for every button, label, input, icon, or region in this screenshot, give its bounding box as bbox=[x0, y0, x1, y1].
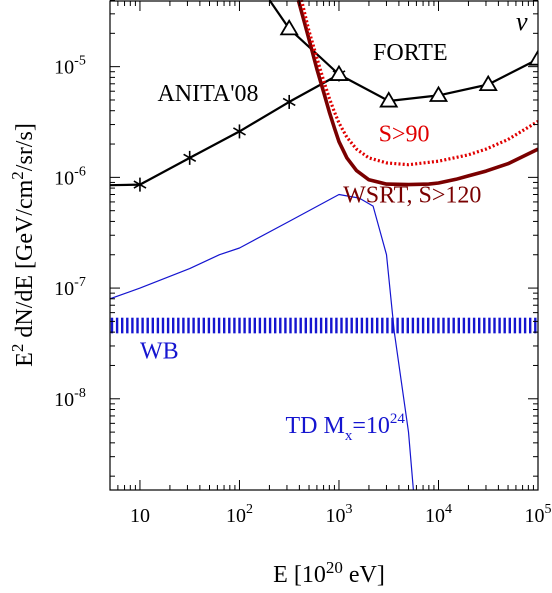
forte-label: FORTE bbox=[373, 40, 448, 66]
y-axis-label: E2 dN/dE [GeV/cm2/sr/s] bbox=[8, 123, 39, 367]
x-tick-label: 102 bbox=[226, 502, 253, 527]
wsrt-s-120-label: WSRT, S>120 bbox=[343, 183, 481, 209]
anita-08-point bbox=[233, 124, 246, 139]
series-layer bbox=[110, 0, 538, 490]
x-tick-label: 10 bbox=[130, 505, 150, 527]
y-tick-label: 10-5 bbox=[54, 54, 86, 79]
y-tick-label: 10-6 bbox=[54, 164, 86, 189]
forte-point bbox=[428, 85, 449, 102]
td-m-x-10-24-label: TD Mx=1024 bbox=[285, 411, 405, 444]
x-tick-label: 103 bbox=[325, 502, 352, 527]
neutrino-label: ν bbox=[516, 7, 528, 36]
forte-point bbox=[478, 74, 498, 91]
forte-point bbox=[329, 64, 349, 81]
anita-08-line bbox=[110, 73, 340, 187]
wsrt-s-120-line bbox=[296, 0, 538, 187]
s-90-line bbox=[299, 0, 538, 167]
forte-point bbox=[279, 18, 299, 36]
s-90-label: S>90 bbox=[379, 122, 430, 148]
td-m-x-10-24-line bbox=[110, 193, 414, 490]
y-tick-label: 10-7 bbox=[54, 275, 86, 300]
x-tick-label: 104 bbox=[425, 502, 452, 527]
forte-point bbox=[528, 49, 538, 66]
forte-point bbox=[379, 91, 399, 108]
x-tick-label: 105 bbox=[525, 502, 552, 527]
axes-layer bbox=[109, 0, 539, 491]
wb-label: WB bbox=[140, 339, 179, 365]
anita-08-label: ANITA'08 bbox=[157, 81, 258, 107]
anita-08-point bbox=[282, 94, 296, 109]
x-axis-label: E [1020 eV] bbox=[273, 558, 385, 589]
anita-08-point bbox=[183, 150, 197, 165]
label-layer: 10 102 103 104 105 10-8 10-7 10-6 10-5 E [1020 eV… bbox=[8, 7, 552, 588]
y-tick-label: 10-8 bbox=[54, 386, 86, 411]
anita-08-point bbox=[133, 177, 147, 192]
wb-band bbox=[110, 317, 537, 334]
